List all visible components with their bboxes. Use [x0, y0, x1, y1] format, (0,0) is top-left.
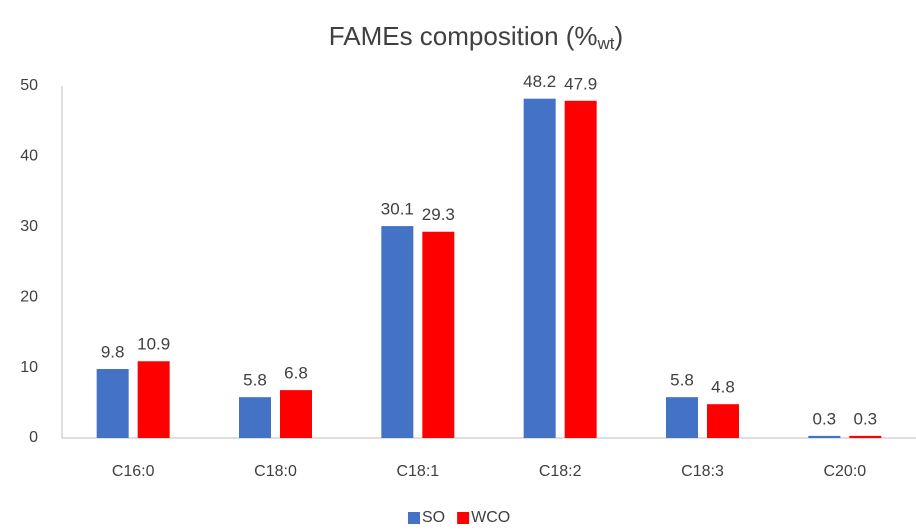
value-label: 5.8	[670, 371, 694, 390]
value-label: 5.8	[243, 371, 267, 390]
value-label: 29.3	[422, 205, 455, 224]
bar	[523, 98, 556, 438]
y-tick-label: 40	[20, 148, 38, 165]
legend-swatch	[408, 512, 420, 524]
title-end: )	[615, 21, 624, 51]
value-label: 30.1	[381, 200, 414, 219]
title-subscript: wt	[597, 34, 615, 53]
x-tick-label: C18:3	[681, 463, 724, 480]
bar	[137, 361, 170, 438]
y-tick-label: 50	[20, 77, 38, 94]
bar	[849, 435, 882, 438]
value-label: 47.9	[564, 74, 597, 93]
x-tick-label: C18:0	[254, 463, 297, 480]
title-main: FAMEs composition (%	[329, 21, 598, 51]
bar	[96, 369, 129, 438]
y-tick-label: 10	[20, 359, 38, 376]
value-label: 48.2	[523, 72, 556, 91]
value-label: 0.3	[813, 409, 837, 428]
bar	[808, 435, 841, 438]
chart-title: FAMEs composition (%wt)	[329, 21, 623, 54]
x-tick-label: C18:2	[539, 463, 582, 480]
value-label: 0.3	[854, 409, 878, 428]
bar	[666, 397, 698, 438]
legend-swatch	[457, 512, 470, 524]
x-tick-label: C18:1	[396, 463, 439, 480]
value-label: 6.8	[284, 364, 308, 383]
y-tick-label: 30	[20, 218, 38, 235]
bar	[239, 397, 271, 438]
legend-label: WCO	[471, 509, 510, 526]
bar	[381, 226, 414, 438]
bar	[707, 404, 739, 438]
y-tick-label: 20	[20, 288, 38, 305]
value-label: 4.8	[711, 378, 735, 397]
x-tick-label: C20:0	[823, 463, 866, 480]
value-label: 10.9	[137, 335, 170, 354]
value-label: 9.8	[101, 342, 125, 361]
y-tick-label: 0	[29, 429, 38, 446]
bar	[422, 231, 455, 438]
bar	[564, 100, 597, 438]
legend-label: SO	[422, 509, 445, 526]
bar	[280, 390, 312, 438]
x-tick-label: C16:0	[112, 463, 155, 480]
